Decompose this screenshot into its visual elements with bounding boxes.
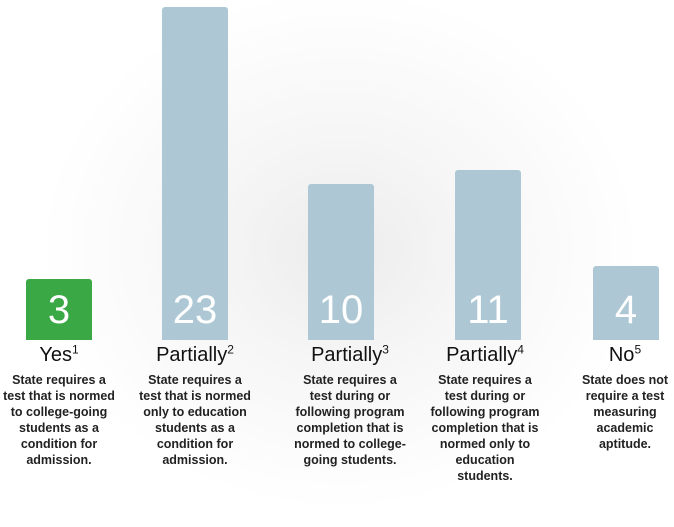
category-name: Partially xyxy=(156,344,228,366)
category-label: Partially4 xyxy=(415,342,555,367)
category-name: No xyxy=(608,344,635,366)
footnote-marker: 2 xyxy=(227,342,234,357)
bar xyxy=(162,7,228,340)
value-label: 10 xyxy=(318,288,364,332)
description: State requires a test that is normed to … xyxy=(3,373,115,467)
bar xyxy=(455,170,521,340)
bar xyxy=(308,183,374,340)
footnote-marker: 3 xyxy=(382,342,389,357)
value-label: 23 xyxy=(172,288,218,332)
value-label: 4 xyxy=(614,288,638,332)
footnote-marker: 4 xyxy=(517,342,524,357)
description: State requires a test that is normed onl… xyxy=(139,373,251,467)
category-name: Yes xyxy=(39,344,72,366)
description: State does not require a test measuring … xyxy=(581,373,669,451)
description: State requires a test during or followin… xyxy=(430,373,540,483)
category-label: Partially3 xyxy=(280,342,420,367)
category-label: Partially2 xyxy=(125,342,265,367)
value-label: 11 xyxy=(467,288,509,332)
bar xyxy=(26,279,92,340)
footnote-marker: 1 xyxy=(71,342,79,357)
value-label: 3 xyxy=(47,288,71,332)
bar xyxy=(593,265,659,340)
category-name: Partially xyxy=(446,344,518,366)
description: State requires a test during or followin… xyxy=(294,373,406,467)
footnote-marker: 5 xyxy=(634,342,642,357)
category-label: Yes1 xyxy=(0,342,129,367)
category-label: No5 xyxy=(555,342,674,367)
category-name: Partially xyxy=(311,344,383,366)
